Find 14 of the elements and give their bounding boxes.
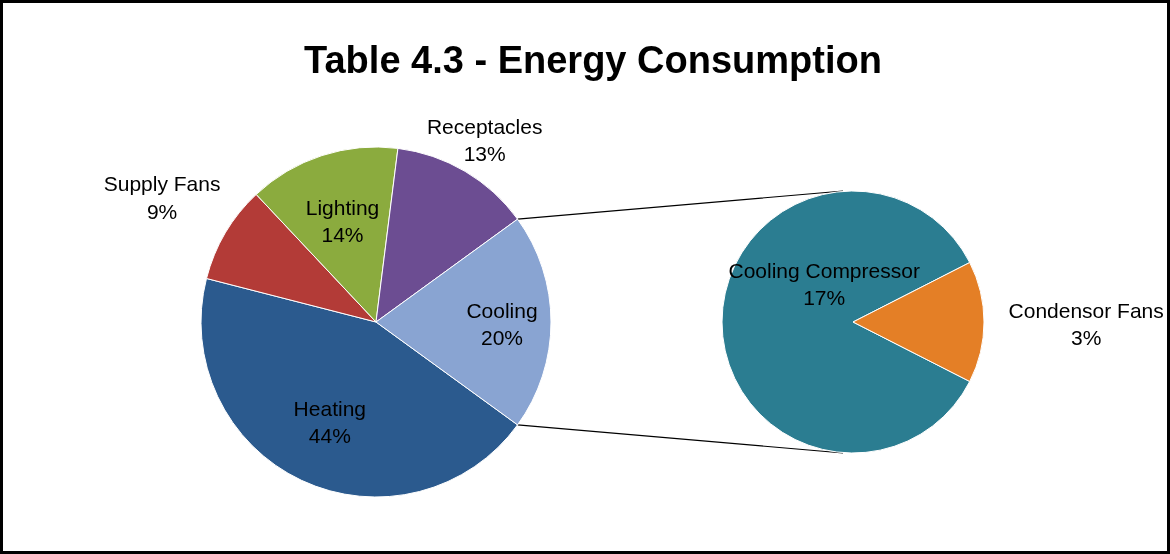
slice-label: Heating — [293, 396, 366, 420]
data-label: 20% — [480, 326, 524, 350]
data-label: 17% — [803, 286, 846, 310]
chart-title: Table 4.3 - Energy Consumption — [304, 39, 882, 81]
slice-label: Supply Fans — [103, 172, 221, 196]
data-label: 3% — [1071, 326, 1102, 350]
slice-label: Condensor Fans — [1008, 298, 1164, 322]
slice-label: Receptacles — [426, 115, 543, 139]
data-label: 13% — [463, 142, 506, 166]
slice-label: Cooling — [466, 298, 538, 322]
data-label: 14% — [321, 222, 364, 246]
slice-label: Lighting — [305, 195, 380, 219]
data-label: 44% — [308, 424, 351, 448]
data-label: 9% — [146, 199, 178, 223]
